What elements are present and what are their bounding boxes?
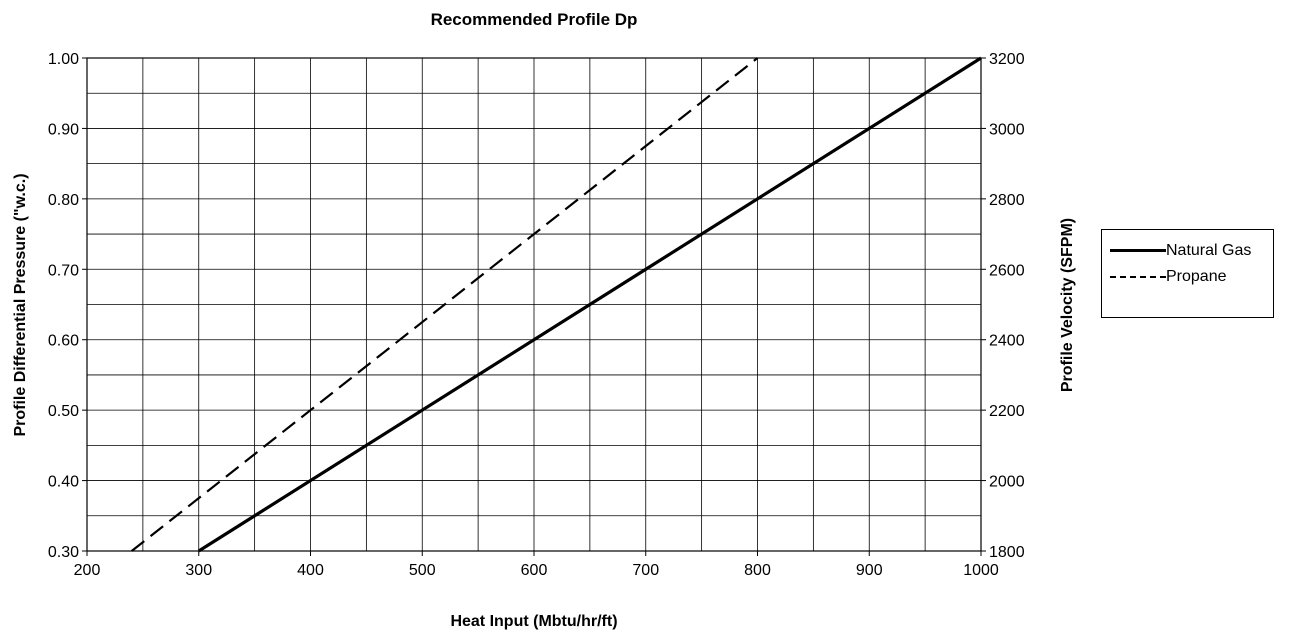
x-tick-label: 900 [856, 562, 883, 579]
y-tick-label: 0.30 [48, 544, 79, 561]
y2-tick-label: 1800 [989, 544, 1025, 561]
y-tick-label: 0.80 [48, 192, 79, 209]
y-tick-label: 0.60 [48, 333, 79, 350]
y2-tick-label: 3000 [989, 121, 1025, 138]
x-tick-label: 700 [632, 562, 659, 579]
legend-item-natural-gas: Natural Gas [1102, 241, 1273, 261]
grid [87, 58, 981, 551]
legend-swatch-dashed [1110, 276, 1166, 278]
legend-label: Propane [1166, 268, 1227, 285]
y2-tick-label: 2400 [989, 333, 1025, 350]
x-tick-label: 500 [409, 562, 436, 579]
series-line-natural-gas [197, 56, 982, 553]
y2-tick-label: 2800 [989, 192, 1025, 209]
x-tick-label: 400 [297, 562, 324, 579]
y-tick-label: 1.00 [48, 51, 79, 68]
y-tick-label: 0.90 [48, 121, 79, 138]
y-axis-label: Profile Differential Pressure ("w.c.) [12, 173, 29, 436]
series-line-propane [131, 57, 759, 552]
x-tick-label: 800 [744, 562, 771, 579]
legend: Natural Gas Propane [1101, 229, 1274, 318]
y-tick-label: 0.70 [48, 262, 79, 279]
x-tick-label: 200 [74, 562, 101, 579]
y2-tick-label: 2200 [989, 403, 1025, 420]
chart-title: Recommended Profile Dp [431, 10, 638, 29]
x-axis-label: Heat Input (Mbtu/hr/ft) [450, 613, 617, 630]
y2-tick-label: 2000 [989, 474, 1025, 491]
legend-swatch-solid [1110, 249, 1166, 252]
x-tick-label: 1000 [963, 562, 999, 579]
y-tick-label: 0.40 [48, 474, 79, 491]
legend-item-propane: Propane [1102, 267, 1273, 287]
series-lines [131, 56, 982, 553]
y2-tick-label: 3200 [989, 51, 1025, 68]
y2-axis-label: Profile Velocity (SFPM) [1059, 218, 1076, 392]
y-tick-label: 0.50 [48, 403, 79, 420]
axis-ticks: 200 300 400 500 600 700 800 900 1000 0.30 0.40 0.50… [48, 51, 1025, 579]
x-tick-label: 300 [185, 562, 212, 579]
legend-label: Natural Gas [1166, 242, 1252, 259]
x-tick-label: 600 [521, 562, 548, 579]
y2-tick-label: 2600 [989, 262, 1025, 279]
